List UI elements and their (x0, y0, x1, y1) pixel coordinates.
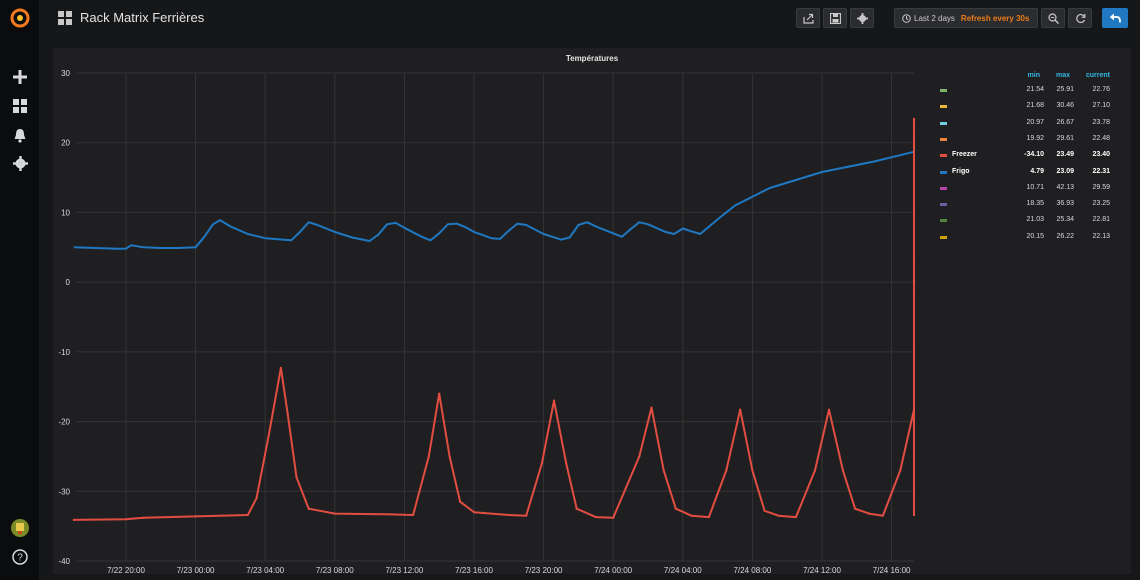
legend-row[interactable]: 10.71 42.13 29.59 (934, 182, 1114, 194)
back-arrow-icon (1109, 13, 1121, 23)
legend-swatch[interactable] (940, 219, 947, 223)
legend-row[interactable]: 20.97 26.67 23.78 (934, 117, 1114, 129)
legend-current: 29.59 (1092, 183, 1110, 191)
legend-current: 23.25 (1092, 200, 1110, 208)
legend-max: 26.67 (1056, 118, 1074, 126)
clock-icon (902, 13, 911, 23)
gear-icon[interactable] (10, 153, 30, 173)
zoom-out-icon (1047, 12, 1059, 24)
legend-swatch[interactable] (940, 89, 947, 92)
legend-max: 36.93 (1056, 200, 1074, 208)
legend-row[interactable]: 21.68 30.46 27.10 (934, 100, 1114, 112)
legend-row[interactable]: 19.92 29.61 22.48 (934, 133, 1114, 145)
legend-max: 25.91 (1056, 86, 1074, 93)
legend-swatch[interactable] (940, 137, 947, 141)
dashboard-title[interactable]: Rack Matrix Ferrières (80, 10, 205, 25)
legend-current: 27.10 (1092, 102, 1110, 110)
refresh-button[interactable] (1068, 8, 1092, 28)
legend-swatch[interactable] (940, 170, 947, 174)
zoom-out-button[interactable] (1041, 8, 1065, 28)
panel-title[interactable]: Températures (565, 54, 619, 63)
back-to-dashboard-button[interactable] (1102, 8, 1128, 28)
svg-text:?: ? (17, 553, 23, 564)
legend-max: 23.49 (1056, 151, 1074, 159)
legend-current: 22.81 (1092, 216, 1110, 224)
legend-min: 20.15 (1026, 232, 1044, 240)
legend-max: 26.22 (1056, 232, 1074, 240)
legend-series-name[interactable]: Freezer (952, 151, 977, 159)
legend-max: 29.61 (1056, 134, 1074, 142)
legend-swatch[interactable] (940, 186, 947, 190)
legend-swatch[interactable] (940, 203, 947, 207)
legend-row[interactable]: 20.15 26.22 22.13 (934, 231, 1114, 243)
save-button[interactable] (823, 8, 847, 28)
legend-min: 21.54 (1026, 86, 1044, 93)
legend-header-current[interactable]: current (1085, 72, 1110, 79)
legend-swatch[interactable] (940, 235, 947, 239)
legend-swatch[interactable] (940, 154, 947, 158)
legend-min: -34.10 (1024, 151, 1044, 159)
settings-button[interactable] (850, 8, 874, 28)
legend-header-min[interactable]: min (1027, 72, 1040, 79)
save-icon (829, 12, 841, 24)
legend-min: 4.79 (1030, 167, 1044, 175)
side-menu: ? (0, 0, 39, 580)
legend-min: 20.97 (1026, 118, 1044, 126)
share-icon (802, 13, 814, 24)
dashboards-icon[interactable] (10, 96, 30, 116)
legend-current: 22.31 (1092, 167, 1110, 175)
legend-current: 22.48 (1092, 134, 1110, 142)
legend-current: 22.76 (1092, 86, 1110, 93)
legend-current: 22.13 (1092, 232, 1110, 240)
legend-max: 30.46 (1056, 102, 1074, 110)
time-picker-button[interactable]: Last 2 days Refresh every 30s (894, 8, 1038, 28)
legend-max: 42.13 (1056, 183, 1074, 191)
legend-row[interactable]: 18.35 36.93 23.25 (934, 198, 1114, 210)
avatar-icon[interactable] (10, 518, 30, 538)
legend-min: 21.03 (1026, 216, 1044, 224)
legend-max: 23.09 (1056, 167, 1074, 175)
legend-max: 25.34 (1056, 216, 1074, 224)
legend-min: 18.35 (1026, 200, 1044, 208)
legend-row[interactable]: Freezer -34.10 23.49 23.40 (934, 149, 1114, 161)
grafana-logo-icon[interactable] (10, 8, 30, 28)
cog-icon (856, 12, 868, 24)
dashboard-grid-icon[interactable] (58, 11, 72, 25)
time-range-label: Last 2 days (914, 13, 955, 23)
bell-icon[interactable] (10, 125, 30, 145)
legend-row[interactable]: 21.03 25.34 22.81 (934, 214, 1114, 226)
share-button[interactable] (796, 8, 820, 28)
legend-min: 19.92 (1026, 134, 1044, 142)
legend-swatch[interactable] (940, 105, 947, 109)
legend-series-name[interactable]: Frigo (952, 167, 970, 175)
help-icon[interactable]: ? (10, 547, 30, 567)
legend-min: 10.71 (1026, 183, 1044, 191)
legend-row[interactable]: 21.54 25.91 22.76 (934, 84, 1114, 96)
plus-icon[interactable] (10, 67, 30, 87)
legend-swatch[interactable] (940, 121, 947, 125)
legend-current: 23.40 (1092, 151, 1110, 159)
refresh-icon (1075, 13, 1085, 23)
legend-header-max[interactable]: max (1055, 72, 1070, 79)
legend-row[interactable]: Frigo 4.79 23.09 22.31 (934, 166, 1114, 178)
legend-min: 21.68 (1026, 102, 1044, 110)
refresh-interval-label: Refresh every 30s (960, 13, 1030, 23)
legend-current: 23.78 (1092, 118, 1110, 126)
